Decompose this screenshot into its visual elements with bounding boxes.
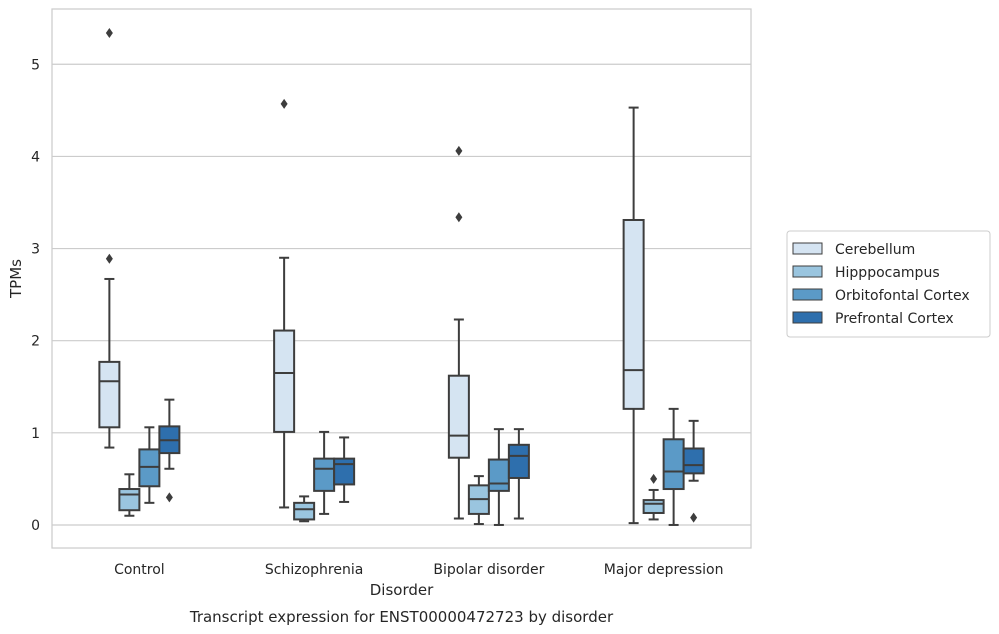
legend-label: Prefrontal Cortex	[835, 311, 954, 327]
y-tick-label: 3	[31, 242, 40, 258]
x-axis-ticks: Control Schizophrenia Bipolar disorder Majo…	[114, 562, 723, 578]
box-group	[273, 98, 296, 509]
y-tick-label: 0	[31, 518, 40, 534]
box-group	[467, 475, 490, 526]
legend-frame	[786, 230, 991, 338]
box-group	[622, 106, 645, 525]
outlier-point	[455, 212, 463, 223]
box-iqr	[682, 447, 705, 475]
legend-swatch	[792, 265, 823, 278]
box-iqr	[447, 374, 470, 459]
box-group	[158, 398, 181, 503]
legend-label: Orbitofontal Cortex	[835, 288, 970, 304]
box-group	[487, 428, 510, 526]
outlier-point	[650, 473, 658, 484]
box-iqr	[313, 457, 336, 492]
box-group	[293, 495, 316, 523]
box-iqr	[622, 218, 645, 410]
y-tick-label: 5	[31, 57, 40, 73]
box-iqr	[118, 488, 141, 512]
legend-label: Hipppocampus	[835, 265, 940, 281]
outlier-point	[455, 145, 463, 156]
x-tick-label: Major depression	[604, 562, 724, 578]
boxes	[98, 27, 705, 526]
x-tick-label: Bipolar disorder	[433, 562, 544, 578]
box-iqr	[333, 457, 356, 486]
box-iqr	[507, 443, 530, 479]
outlier-point	[105, 27, 113, 38]
box-group	[313, 430, 336, 515]
box-iqr	[98, 360, 121, 429]
box-group	[98, 27, 121, 449]
box-group	[642, 473, 665, 521]
y-axis-label: TPMs	[7, 259, 25, 299]
outlier-point	[105, 253, 113, 264]
box-group	[118, 473, 141, 517]
chart-title: Transcript expression for ENST0000047272…	[189, 608, 614, 626]
box-group	[447, 145, 470, 520]
legend-label: Cerebellum	[835, 242, 915, 258]
box-iqr	[273, 329, 296, 433]
box-group	[682, 419, 705, 523]
box-iqr	[662, 438, 685, 491]
box-iqr	[293, 501, 316, 521]
y-tick-label: 2	[31, 334, 40, 350]
box-group	[333, 436, 356, 503]
legend: Cerebellum Hipppocampus Orbitofontal Corte…	[786, 230, 991, 338]
box-iqr	[642, 499, 665, 514]
outlier-point	[280, 98, 288, 109]
outlier-point	[690, 512, 698, 523]
box-group	[662, 407, 685, 526]
legend-swatch	[792, 288, 823, 301]
y-tick-label: 4	[31, 149, 40, 165]
outlier-point	[165, 492, 173, 503]
plot-frame	[51, 8, 752, 549]
legend-swatch	[792, 311, 823, 324]
x-tick-label: Control	[114, 562, 165, 578]
x-tick-label: Schizophrenia	[265, 562, 363, 578]
box-iqr	[487, 458, 510, 492]
x-axis-label: Disorder	[370, 581, 434, 599]
box-group	[138, 426, 161, 504]
y-axis-ticks: 0 1 2 3 4 5	[31, 57, 40, 534]
legend-swatch	[792, 242, 823, 255]
box-group	[507, 428, 530, 520]
y-tick-label: 1	[31, 426, 40, 442]
